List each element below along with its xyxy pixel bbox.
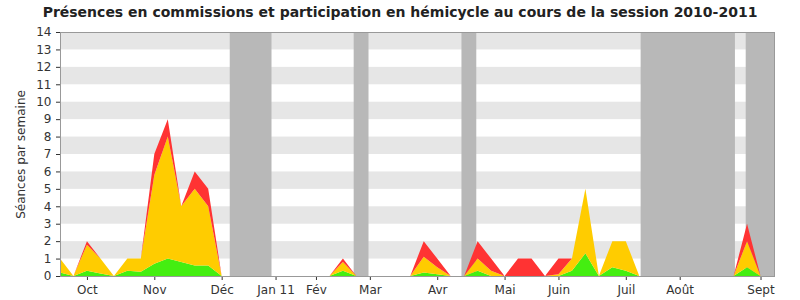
svg-text:Avr: Avr: [428, 283, 448, 297]
svg-text:Séances par semaine: Séances par semaine: [14, 90, 28, 219]
svg-text:5: 5: [44, 182, 52, 196]
svg-text:6: 6: [44, 165, 52, 179]
svg-text:11: 11: [36, 78, 51, 92]
svg-text:Jan 11: Jan 11: [256, 283, 295, 297]
svg-text:Mar: Mar: [359, 283, 382, 297]
svg-text:0: 0: [44, 269, 52, 283]
svg-text:Août: Août: [666, 283, 694, 297]
svg-text:2: 2: [44, 234, 52, 248]
svg-text:Nov: Nov: [143, 283, 166, 297]
svg-text:Oct: Oct: [77, 283, 98, 297]
svg-text:3: 3: [44, 217, 52, 231]
svg-text:Déc: Déc: [211, 283, 234, 297]
svg-text:Mai: Mai: [495, 283, 516, 297]
svg-text:13: 13: [36, 43, 51, 57]
html-text:Présences en commissions et pa: Présences en commissions et participatio…: [42, 4, 758, 20]
svg-text:10: 10: [36, 95, 51, 109]
svg-text:12: 12: [36, 60, 51, 74]
svg-text:4: 4: [44, 200, 52, 214]
svg-text:8: 8: [44, 130, 52, 144]
svg-text:Juil: Juil: [616, 283, 635, 297]
svg-text:7: 7: [44, 147, 52, 161]
svg-text:1: 1: [44, 252, 52, 266]
svg-text:Juin: Juin: [547, 283, 570, 297]
svg-text:Sept: Sept: [747, 283, 775, 297]
svg-text:9: 9: [44, 112, 52, 126]
svg-text:Fév: Fév: [306, 283, 327, 297]
svg-text:14: 14: [36, 25, 51, 39]
